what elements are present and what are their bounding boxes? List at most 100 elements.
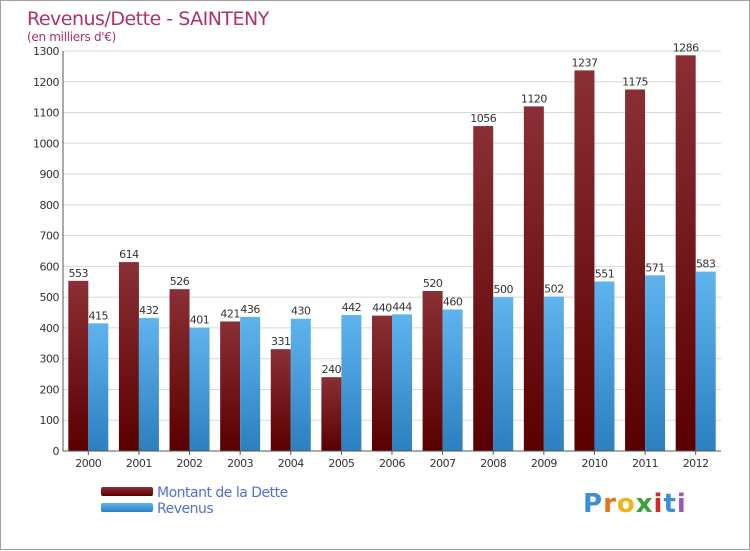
legend-item-dette: Montant de la Dette <box>101 485 401 503</box>
y-tick-label: 900 <box>40 168 60 181</box>
data-label-revenus-2010: 551 <box>595 267 615 280</box>
y-tick-label: 700 <box>40 230 60 243</box>
bar-revenus-2011 <box>645 275 666 451</box>
data-label-dette-2000: 553 <box>69 267 89 280</box>
x-tick-label: 2006 <box>379 457 405 470</box>
logo-letter: P <box>583 489 604 519</box>
x-tick-label: 2005 <box>328 457 354 470</box>
legend-label-revenus: Revenus <box>157 501 214 517</box>
data-label-revenus-2001: 432 <box>139 304 159 317</box>
bar-dette-2004 <box>270 349 291 451</box>
data-label-revenus-2000: 415 <box>89 309 109 322</box>
data-label-dette-2010: 1237 <box>571 56 597 69</box>
bar-dette-2003 <box>220 321 241 451</box>
bar-revenus-2012 <box>695 271 716 451</box>
data-label-dette-2008: 1056 <box>470 112 496 125</box>
data-label-dette-2007: 520 <box>423 277 443 290</box>
bar-revenus-2002 <box>189 327 210 451</box>
bar-dette-2012 <box>675 55 696 452</box>
chart-subtitle: (en milliers d'€) <box>27 30 116 44</box>
bar-dette-2005 <box>321 377 342 451</box>
y-tick-label: 200 <box>40 383 60 396</box>
legend-item-revenus: Revenus <box>101 501 401 519</box>
y-axis-ticks: 0 100 200 300 400 500 600 700 800 900 1000 1100 1200… <box>33 45 60 458</box>
bar-dette-2001 <box>118 262 139 451</box>
y-tick-label: 100 <box>40 414 60 427</box>
y-tick-label: 800 <box>40 199 60 212</box>
y-tick-label: 1200 <box>33 76 59 89</box>
data-label-dette-2009: 1120 <box>521 92 547 105</box>
x-axis-ticks: 2000 2001 2002 2003 2004 2005 2006 2007 2008 2009… <box>75 451 709 470</box>
bar-dette-2011 <box>625 89 646 451</box>
bar-revenus-2000 <box>88 323 109 451</box>
bar-revenus-2007 <box>442 309 463 451</box>
y-tick-label: 1000 <box>33 137 59 150</box>
bar-revenus-2009 <box>543 296 564 451</box>
data-label-dette-2005: 240 <box>322 363 342 376</box>
data-label-dette-2006: 440 <box>372 302 392 315</box>
y-tick-label: 1300 <box>33 45 59 58</box>
bar-dette-2008 <box>473 126 494 452</box>
bar-revenus-2006 <box>392 314 412 451</box>
legend-label-dette: Montant de la Dette <box>157 485 288 501</box>
data-label-revenus-2005: 442 <box>342 301 362 314</box>
logo-letter: r <box>603 489 617 519</box>
logo-letter: x <box>635 489 654 519</box>
data-label-revenus-2004: 430 <box>291 305 311 318</box>
x-tick-label: 2011 <box>632 457 658 470</box>
data-label-revenus-2003: 436 <box>240 303 260 316</box>
data-label-revenus-2009: 502 <box>544 283 564 296</box>
legend-swatch-dette <box>101 487 153 496</box>
chart-title: Revenus/Dette - SAINTENY <box>27 8 270 30</box>
y-tick-label: 0 <box>53 445 60 458</box>
x-tick-label: 2001 <box>126 457 152 470</box>
data-label-revenus-2008: 500 <box>493 283 513 296</box>
bar-revenus-2008 <box>493 297 514 451</box>
bar-revenus-2001 <box>138 318 159 451</box>
x-tick-label: 2002 <box>177 457 203 470</box>
legend-swatch-revenus <box>101 503 153 512</box>
data-label-revenus-2011: 571 <box>645 261 665 274</box>
x-tick-label: 2010 <box>581 457 607 470</box>
data-label-revenus-2007: 460 <box>443 295 463 308</box>
logo-letter: o <box>616 489 636 519</box>
x-tick-label: 2009 <box>531 457 557 470</box>
data-label-dette-2004: 331 <box>271 335 291 348</box>
y-tick-label: 400 <box>40 322 60 335</box>
bar-dette-2009 <box>523 106 544 451</box>
data-label-revenus-2006: 444 <box>392 300 412 313</box>
data-label-dette-2001: 614 <box>119 248 139 261</box>
bar-dette-2006 <box>372 315 392 451</box>
x-tick-label: 2004 <box>278 457 304 470</box>
y-tick-label: 500 <box>40 291 60 304</box>
x-tick-label: 2003 <box>227 457 253 470</box>
bar-revenus-2004 <box>290 318 311 451</box>
y-tick-label: 1100 <box>33 107 59 120</box>
bar-dette-2002 <box>169 289 190 451</box>
bar-dette-2010 <box>574 70 595 451</box>
data-label-revenus-2002: 401 <box>190 314 210 327</box>
data-label-dette-2011: 1175 <box>622 75 648 88</box>
bar-revenus-2010 <box>594 281 615 451</box>
y-tick-label: 300 <box>40 353 60 366</box>
data-label-dette-2003: 421 <box>220 307 240 320</box>
x-tick-label: 2000 <box>75 457 101 470</box>
logo-letter: i <box>653 489 664 519</box>
x-tick-label: 2008 <box>480 457 506 470</box>
logo-letter: i <box>676 489 687 519</box>
x-tick-label: 2007 <box>430 457 456 470</box>
data-label-revenus-2012: 583 <box>696 258 716 271</box>
bars <box>68 55 716 452</box>
bar-revenus-2003 <box>240 316 261 451</box>
bar-dette-2007 <box>422 291 443 451</box>
data-label-dette-2012: 1286 <box>673 41 699 54</box>
proxiti-logo: Proxiti <box>583 489 687 519</box>
bar-dette-2000 <box>68 280 89 451</box>
y-tick-label: 600 <box>40 260 60 273</box>
bar-revenus-2005 <box>341 315 362 451</box>
x-tick-label: 2012 <box>683 457 709 470</box>
logo-letter: t <box>663 489 677 519</box>
